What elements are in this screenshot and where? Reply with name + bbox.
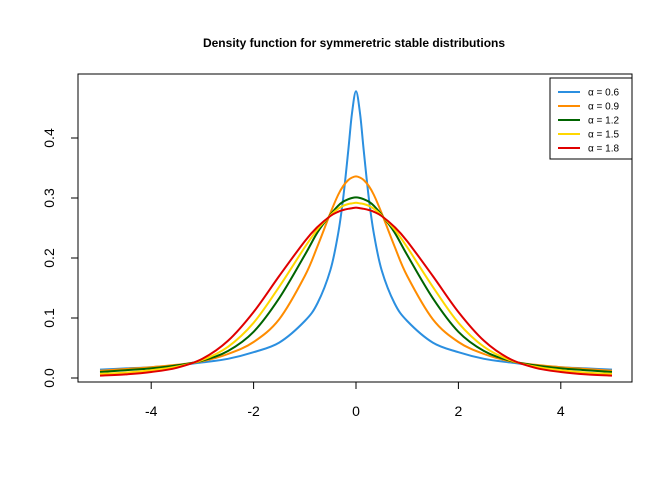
series-line-1 bbox=[99, 90, 613, 371]
series-line-3 bbox=[99, 196, 613, 373]
y-tick-label: 0.3 bbox=[41, 188, 57, 208]
y-axis: 0.0 0.1 0.2 0.3 0.4 bbox=[41, 128, 79, 388]
y-tick-label: 0.0 bbox=[41, 368, 57, 388]
legend-label-4: α = 1.5 bbox=[588, 130, 620, 141]
x-tick-label: 4 bbox=[557, 403, 565, 419]
series-line-4 bbox=[99, 201, 613, 375]
legend-label-3: α = 1.2 bbox=[588, 116, 620, 127]
x-tick-label: 2 bbox=[455, 403, 463, 419]
legend-label-2: α = 0.9 bbox=[588, 102, 620, 113]
y-tick-label: 0.4 bbox=[41, 128, 57, 148]
legend: α = 0.6 α = 0.9 α = 1.2 α = 1.5 α = 1.8 bbox=[549, 77, 633, 160]
series-line-2 bbox=[99, 175, 613, 372]
series-line-5 bbox=[99, 206, 613, 377]
legend-label-1: α = 0.6 bbox=[588, 88, 620, 99]
x-tick-label: -2 bbox=[247, 403, 260, 419]
legend-label-5: α = 1.8 bbox=[588, 144, 620, 155]
x-axis: -4 -2 0 2 4 bbox=[145, 381, 565, 419]
plot-frame bbox=[77, 73, 633, 383]
x-tick-label: 0 bbox=[352, 403, 360, 419]
y-tick-label: 0.2 bbox=[41, 248, 57, 268]
x-tick-label: -4 bbox=[145, 403, 158, 419]
series-layer bbox=[99, 90, 613, 377]
chart-title: Density function for symmeretric stable … bbox=[203, 36, 505, 50]
y-tick-label: 0.1 bbox=[41, 308, 57, 328]
